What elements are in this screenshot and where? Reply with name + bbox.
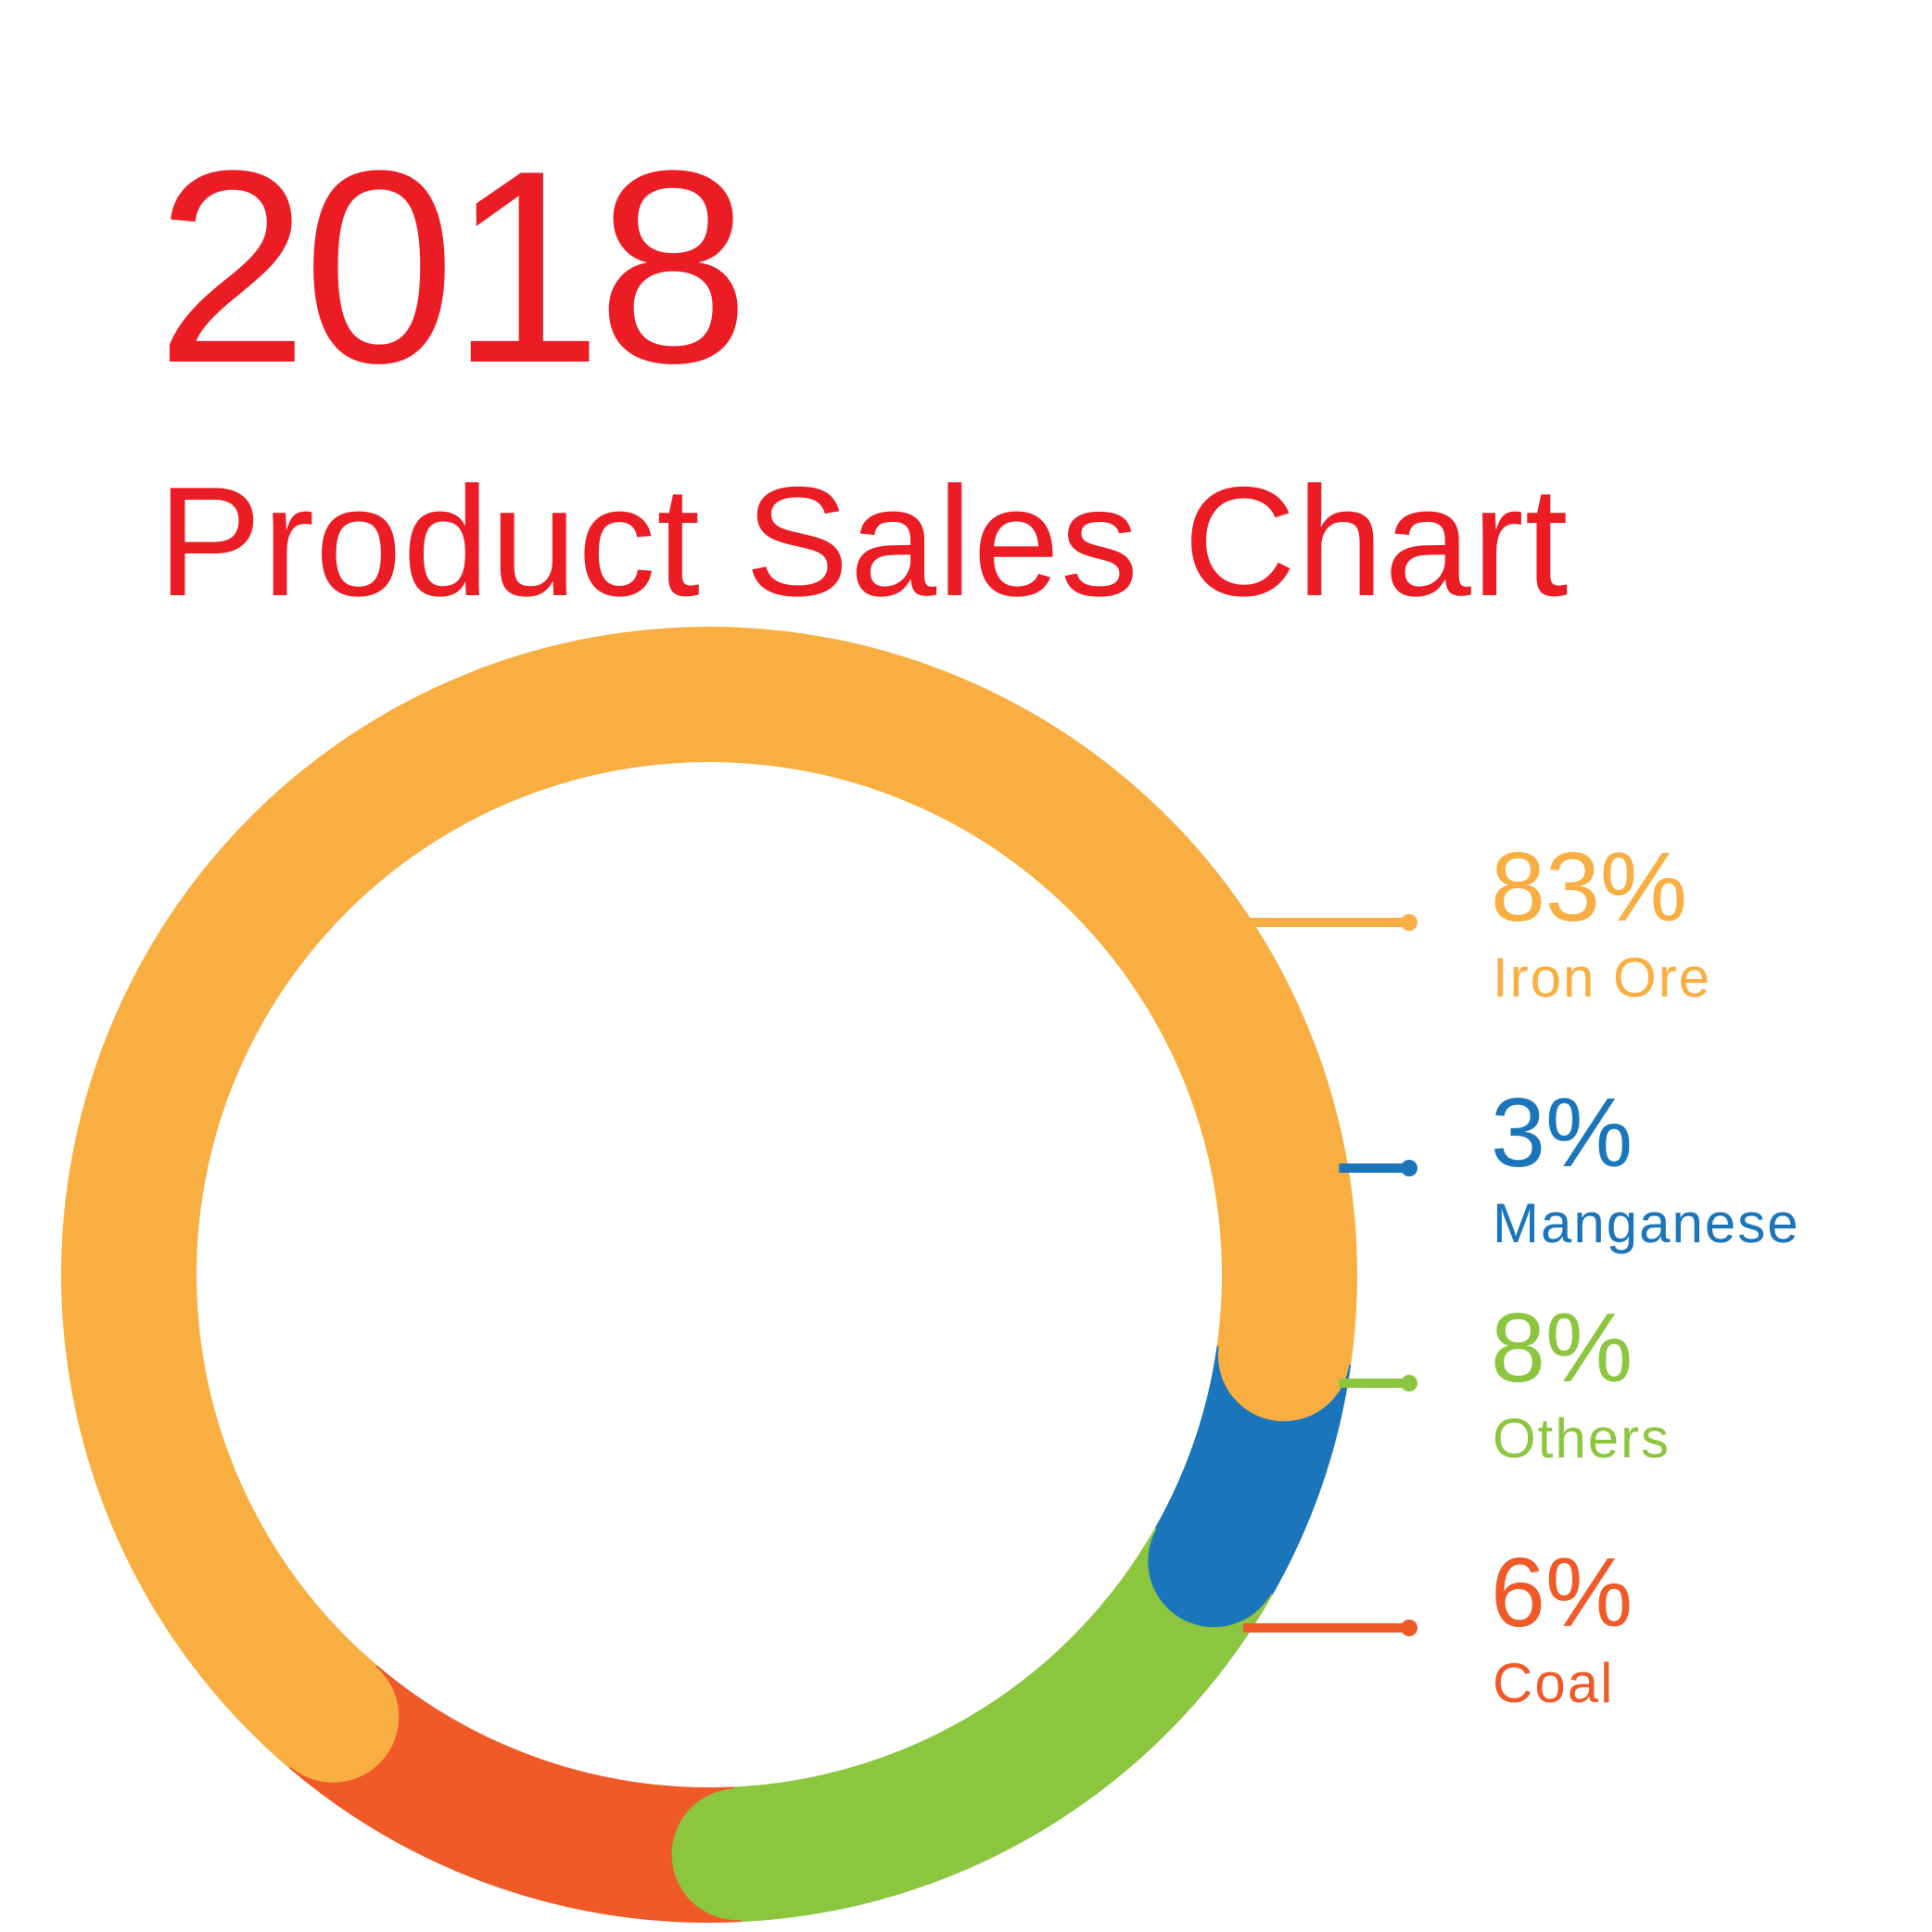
slice-labels: 83%Iron Ore 3%Manganese 8%Others 6%Coal: [1491, 833, 1800, 1714]
leader-lines: [1243, 914, 1417, 1636]
chart-year-title: 2018: [156, 113, 749, 420]
cap-others-end: [671, 1788, 804, 1921]
slice-percent-label: 6%: [1491, 1538, 1633, 1647]
slice-percent-label: 83%: [1491, 833, 1687, 942]
slice-name-label: Others: [1493, 1407, 1671, 1469]
leader-dot: [1401, 914, 1417, 931]
slice-iron-ore: [61, 627, 1357, 1769]
slice-percent-label: 3%: [1491, 1078, 1633, 1188]
cap-iron-ore-end: [1217, 1290, 1350, 1422]
leader-dot: [1401, 1620, 1417, 1636]
slice-percent-label: 8%: [1491, 1293, 1633, 1403]
slice-name-label: Iron Ore: [1493, 947, 1711, 1009]
slice-name-label: Manganese: [1493, 1192, 1800, 1254]
chart-subtitle: Product Sales Chart: [158, 454, 1570, 629]
slice-name-label: Coal: [1493, 1652, 1614, 1714]
donut-arcs: [61, 627, 1357, 1923]
cap-iron-ore-start: [267, 1650, 400, 1783]
slice-others: [733, 1527, 1273, 1923]
leader-dot: [1401, 1160, 1417, 1176]
leader-dot: [1401, 1375, 1417, 1392]
cap-manganese-end: [1148, 1495, 1280, 1628]
